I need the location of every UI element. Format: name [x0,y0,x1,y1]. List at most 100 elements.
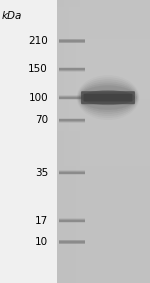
Ellipse shape [80,85,136,110]
Bar [127,0,129,283]
Bar [57,106,150,110]
Bar [57,223,150,226]
Bar [66,0,69,283]
Bar [76,0,78,283]
Ellipse shape [79,83,137,112]
Bar [57,25,150,28]
Bar [57,187,150,191]
Bar [101,0,104,283]
Bar [57,85,150,88]
Bar [57,67,150,71]
Bar [148,0,150,283]
Bar [106,0,108,283]
Bar [58,39,85,43]
Bar [57,138,150,142]
Bar [57,21,150,25]
Bar [57,156,150,159]
FancyBboxPatch shape [84,94,132,102]
Bar [57,177,150,181]
Bar [57,265,150,269]
Bar [57,53,150,57]
Bar [57,198,150,201]
Bar [58,68,85,71]
Bar [57,39,150,42]
Bar [124,0,127,283]
Bar [57,42,150,46]
Bar [57,134,150,138]
Bar [57,18,150,21]
Bar [78,0,80,283]
Bar [58,170,85,175]
Bar [57,149,150,152]
Bar [57,124,150,127]
Bar [58,218,85,223]
Bar [58,220,85,222]
Bar [57,96,150,99]
Bar [108,0,110,283]
Bar [113,0,115,283]
Bar [58,95,85,100]
Bar [131,0,134,283]
Bar [57,209,150,212]
Bar [57,233,150,237]
Bar [57,92,150,96]
Text: 210: 210 [28,36,48,46]
Bar [90,0,92,283]
Bar [58,171,85,174]
Bar [64,0,66,283]
Bar [145,0,148,283]
Text: 150: 150 [28,64,48,74]
Ellipse shape [78,79,138,116]
Bar [57,226,150,230]
Ellipse shape [81,90,135,105]
Ellipse shape [77,77,139,118]
Bar [58,240,85,244]
Bar [71,0,73,283]
Bar [57,173,150,177]
Bar [58,219,85,222]
Bar [57,152,150,156]
Bar [57,78,150,82]
Bar [57,99,150,103]
Bar [57,142,150,145]
Text: 70: 70 [35,115,48,125]
Bar [57,0,150,283]
Bar [58,119,85,122]
Bar [115,0,117,283]
Bar [57,276,150,280]
Bar [57,166,150,170]
Bar [57,251,150,255]
Bar [57,46,150,50]
Bar [129,0,131,283]
Bar [58,96,85,99]
Bar [120,0,122,283]
Bar [94,0,97,283]
Bar [97,0,99,283]
Bar [57,117,150,120]
Bar [57,64,150,67]
Bar [57,0,150,3]
Bar [62,0,64,283]
Bar [136,0,138,283]
Bar [58,39,85,43]
Bar [57,120,150,124]
Bar [57,113,150,117]
Bar [57,212,150,216]
Bar [99,0,101,283]
Bar [143,0,145,283]
Bar [141,0,143,283]
Bar [57,71,150,74]
Bar [58,97,85,99]
Bar [57,127,150,131]
Bar [83,0,85,283]
Bar [59,0,62,283]
Bar [57,28,150,32]
Bar [57,82,150,85]
Text: 10: 10 [35,237,48,247]
Bar [57,201,150,205]
Bar [57,145,150,149]
Bar [57,60,150,64]
Bar [92,0,94,283]
Bar [57,258,150,262]
Text: 17: 17 [35,216,48,226]
